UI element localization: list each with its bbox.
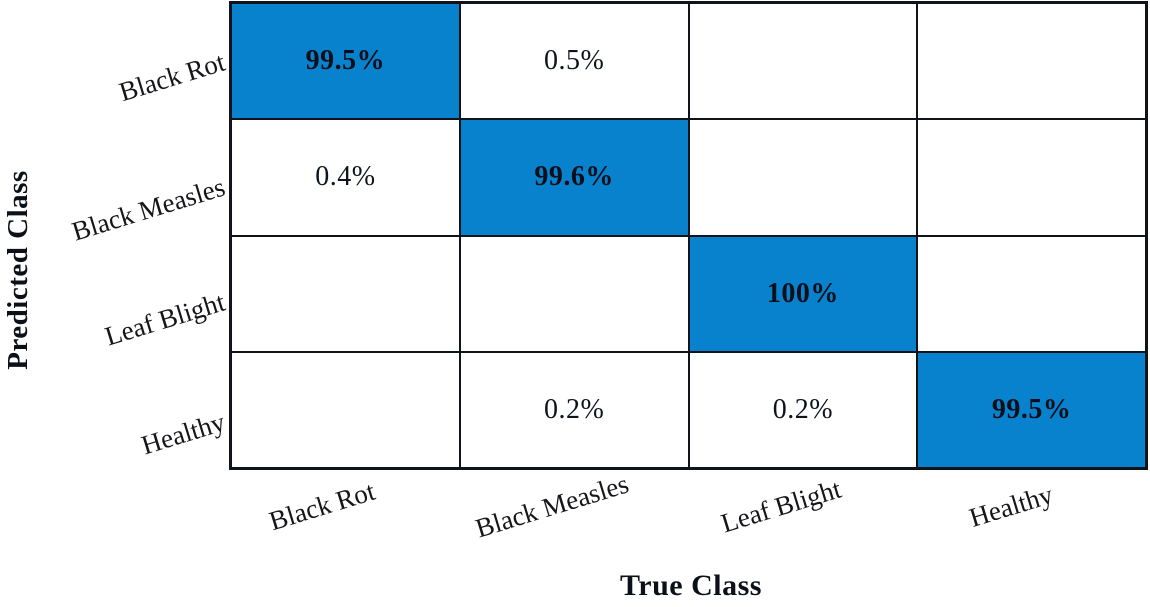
row-label-healthy: Healthy xyxy=(137,406,229,461)
matrix-cell-r2c1 xyxy=(460,236,688,351)
matrix-cell-r3c2: 0.2% xyxy=(689,352,917,467)
matrix-cell-r1c2 xyxy=(689,120,917,235)
row-label-black-measles: Black Measles xyxy=(68,171,229,247)
row-label-black-rot: Black Rot xyxy=(115,46,229,108)
matrix-cell-r3c3: 99.5% xyxy=(918,352,1145,467)
matrix-cell-r0c1: 0.5% xyxy=(460,4,688,119)
matrix-cell-r0c0: 99.5% xyxy=(232,4,459,119)
matrix-cell-r2c2: 100% xyxy=(689,236,917,351)
matrix-cell-r2c0 xyxy=(232,236,459,351)
matrix-cell-r1c1: 99.6% xyxy=(460,120,688,235)
row-label-leaf-blight: Leaf Blight xyxy=(101,286,229,352)
matrix-cell-r2c3 xyxy=(918,236,1145,351)
matrix-cell-r0c2 xyxy=(689,4,917,119)
confusion-matrix-grid: 99.5% 0.5% 0.4% 99.6% 100% 0.2% 0.2% 99.… xyxy=(229,1,1148,470)
x-axis-title: True Class xyxy=(620,569,762,602)
matrix-cell-r3c1: 0.2% xyxy=(460,352,688,467)
matrix-cell-r1c0: 0.4% xyxy=(232,120,459,235)
matrix-cell-r0c3 xyxy=(918,4,1145,119)
matrix-cell-r3c0 xyxy=(232,352,459,467)
matrix-cell-r1c3 xyxy=(918,120,1145,235)
